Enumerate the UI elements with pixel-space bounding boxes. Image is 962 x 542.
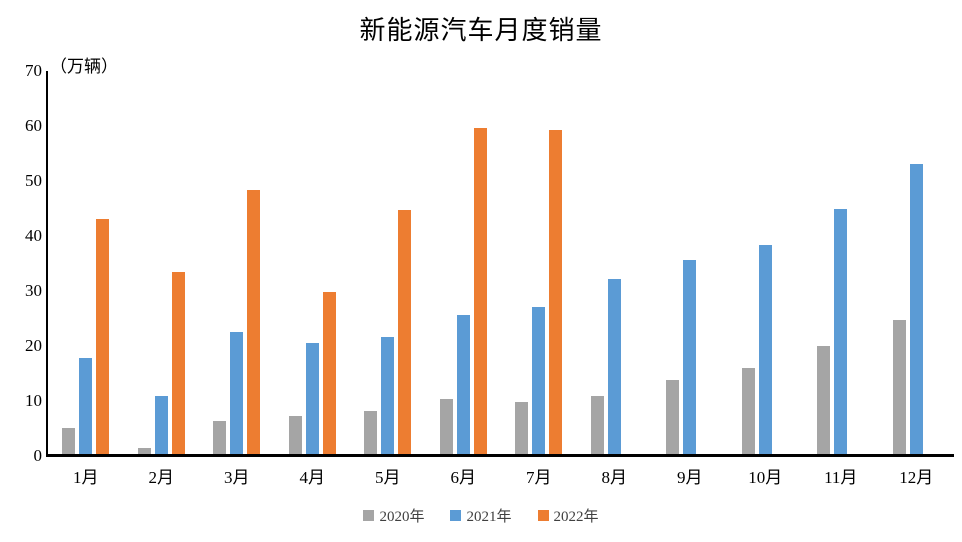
bar-2022年-4月 [322, 291, 336, 456]
y-tick-label: 10 [25, 391, 42, 410]
bar-2020年-4月 [288, 416, 302, 456]
legend-label: 2022年 [553, 509, 599, 525]
bar-2022年-2月 [171, 272, 185, 456]
x-tick-label: 1月 [73, 468, 99, 487]
chart-legend: 2020年 2021年 2022年 [0, 505, 962, 526]
bar-2021年-11月 [834, 208, 848, 456]
bar-group-1月 [48, 71, 124, 456]
bar-2021年-2月 [154, 395, 168, 456]
x-tick-label: 6月 [450, 468, 477, 487]
bar-2021年-10月 [758, 245, 772, 456]
x-tick-label: 5月 [375, 468, 401, 487]
bar-2022年-6月 [473, 128, 487, 456]
bar-2021年-7月 [532, 306, 546, 456]
bar-2021年-4月 [305, 342, 319, 456]
y-tick-label: 60 [25, 116, 42, 135]
bar-group-12月 [879, 71, 955, 456]
bar-2020年-5月 [364, 410, 378, 456]
bar-2022年-1月 [96, 218, 110, 456]
bar-2021年-6月 [456, 315, 470, 456]
bar-2022年-5月 [398, 210, 412, 456]
bar-2020年-1月 [62, 427, 76, 456]
bar-2020年-6月 [439, 398, 453, 456]
bar-2020年-12月 [892, 319, 906, 456]
bar-2021年-5月 [381, 336, 395, 456]
chart-title: 新能源汽车月度销量 [359, 16, 603, 45]
y-tick-label: 70 [25, 61, 42, 80]
x-tick-label: 3月 [224, 468, 250, 487]
bar-2021年-12月 [909, 163, 923, 456]
x-tick-label: 9月 [677, 468, 703, 487]
bar-group-8月 [577, 71, 653, 456]
bar-group-3月 [199, 71, 275, 456]
bar-group-4月 [275, 71, 351, 456]
legend-swatch-icon [363, 510, 375, 521]
bar-2020年-7月 [515, 402, 529, 456]
plot-area [48, 71, 954, 456]
bar-2020年-11月 [817, 346, 831, 456]
y-tick-label: 30 [25, 281, 42, 300]
legend-item-2020年: 2020年 [363, 505, 424, 526]
bar-group-5月 [350, 71, 426, 456]
bar-2020年-2月 [137, 447, 151, 456]
bar-group-9月 [652, 71, 728, 456]
x-tick-label: 10月 [748, 468, 783, 487]
x-axis-line [46, 454, 954, 457]
bar-group-11月 [803, 71, 879, 456]
bar-2021年-1月 [79, 357, 93, 456]
x-tick-label: 4月 [299, 468, 326, 487]
legend-label: 2020年 [379, 509, 425, 525]
x-tick-label: 8月 [601, 468, 628, 487]
y-axis-unit-label: （万辆） [50, 57, 118, 76]
legend-swatch-icon [450, 510, 462, 521]
bar-2022年-7月 [549, 129, 563, 456]
legend-swatch-icon [537, 510, 549, 521]
x-tick-label: 12月 [899, 468, 934, 487]
bar-group-10月 [728, 71, 804, 456]
y-tick-label: 40 [25, 226, 42, 245]
x-tick-label: 11月 [824, 468, 858, 487]
bar-2020年-3月 [213, 421, 227, 456]
y-axis-line [46, 71, 48, 456]
x-tick-label: 2月 [148, 468, 175, 487]
bar-2022年-3月 [247, 189, 261, 456]
legend-item-2021年: 2021年 [450, 505, 512, 526]
bar-2020年-8月 [590, 396, 604, 456]
y-axis-tick-labels: 0 10 20 30 40 50 60 70 [0, 0, 42, 542]
bar-2021年-8月 [607, 279, 621, 456]
legend-label: 2021年 [466, 509, 512, 525]
bar-2020年-9月 [666, 379, 680, 456]
x-axis-tick-labels: 1月 2月 3月 4月 5月 6月 7月 8月 9月 10月 11月 12月 [48, 463, 954, 488]
y-tick-label: 20 [25, 336, 42, 355]
bar-group-6月 [426, 71, 502, 456]
bar-2020年-10月 [741, 368, 755, 456]
bar-group-2月 [124, 71, 200, 456]
y-tick-label: 50 [25, 171, 42, 190]
bar-group-7月 [501, 71, 577, 456]
legend-item-2022年: 2022年 [537, 505, 599, 526]
bar-2021年-9月 [683, 259, 697, 456]
x-tick-label: 7月 [526, 468, 552, 487]
y-tick-label: 0 [33, 446, 43, 465]
bar-2021年-3月 [230, 331, 244, 456]
